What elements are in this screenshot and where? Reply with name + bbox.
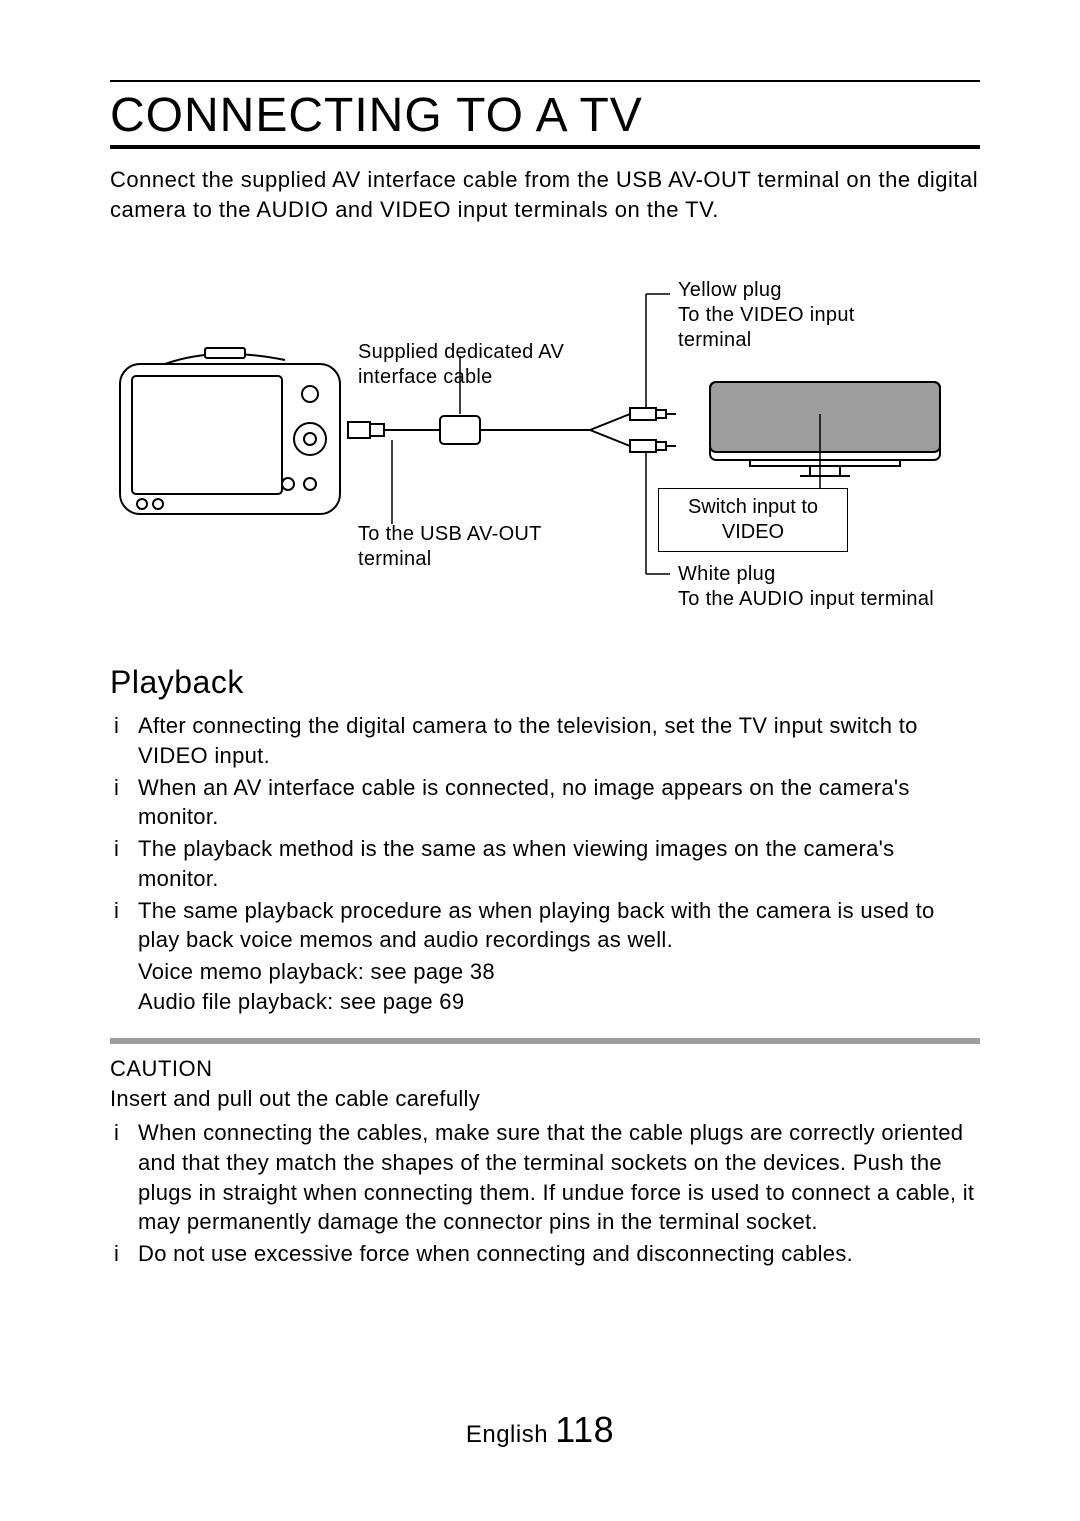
caution-list: When connecting the cables, make sure th… — [110, 1118, 980, 1268]
playback-heading: Playback — [110, 664, 980, 701]
caution-subheading: Insert and pull out the cable carefully — [110, 1086, 980, 1112]
list-item: The playback method is the same as when … — [110, 834, 980, 893]
list-item: Do not use excessive force when connecti… — [110, 1239, 980, 1269]
label-usb-terminal: To the USB AV-OUT terminal — [358, 522, 618, 572]
page-title: CONNECTING TO A TV — [110, 88, 980, 143]
list-item: The same playback procedure as when play… — [110, 896, 980, 955]
intro-text: Connect the supplied AV interface cable … — [110, 165, 980, 224]
footer-page-number: 118 — [555, 1409, 614, 1450]
footer-lang: English — [466, 1421, 548, 1448]
label-av-cable: Supplied dedicated AV interface cable — [358, 340, 618, 390]
list-item: When an AV interface cable is connected,… — [110, 773, 980, 832]
caution-heading: CAUTION — [110, 1056, 980, 1082]
page-footer: English 118 — [0, 1409, 1080, 1451]
subline: Voice memo playback: see page 38 — [110, 957, 980, 987]
subline: Audio file playback: see page 69 — [110, 987, 980, 1017]
label-white-plug: White plugTo the AUDIO input terminal — [678, 562, 938, 612]
connection-diagram: Yellow plugTo the VIDEO input terminal S… — [110, 264, 980, 644]
list-item: When connecting the cables, make sure th… — [110, 1118, 980, 1237]
label-yellow-plug: Yellow plugTo the VIDEO input terminal — [678, 278, 928, 353]
switch-input-box: Switch input to VIDEO — [658, 488, 848, 552]
list-item: After connecting the digital camera to t… — [110, 711, 980, 770]
playback-list: After connecting the digital camera to t… — [110, 711, 980, 955]
